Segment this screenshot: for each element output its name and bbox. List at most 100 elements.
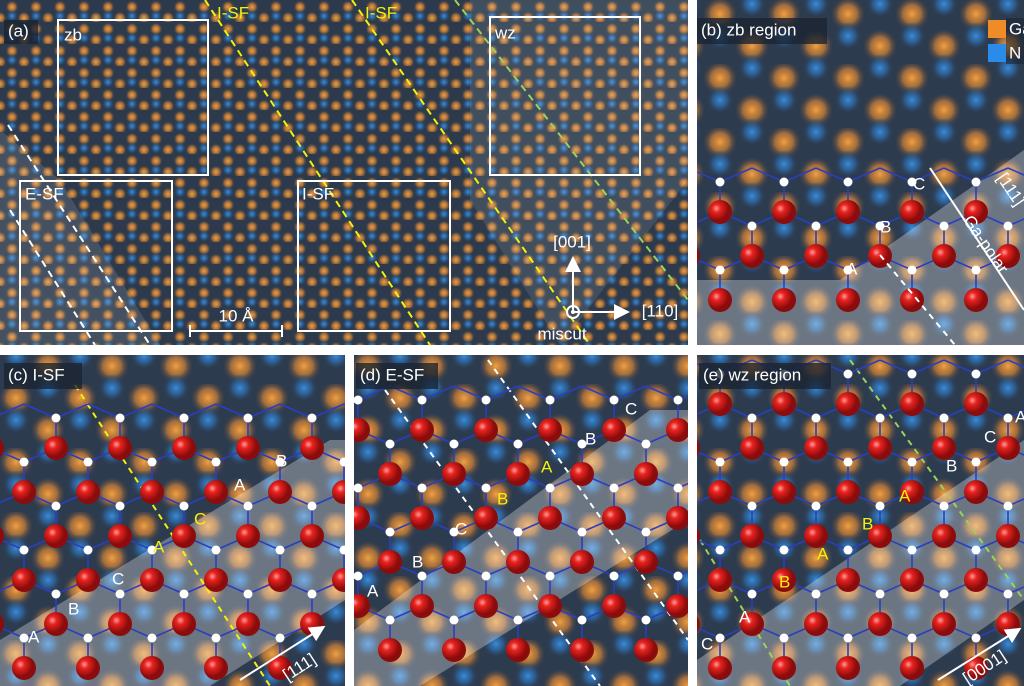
n-atom bbox=[908, 370, 917, 379]
n-atom bbox=[20, 458, 29, 467]
stacking-letter: A bbox=[846, 259, 858, 278]
n-atom bbox=[716, 546, 725, 555]
scale-label: 10 Å bbox=[219, 306, 255, 325]
ga-atom bbox=[836, 288, 860, 312]
n-atom bbox=[780, 546, 789, 555]
ga-atom bbox=[772, 392, 796, 416]
n-atom bbox=[780, 458, 789, 467]
ga-atom bbox=[740, 524, 764, 548]
line-label: I-SF bbox=[365, 3, 397, 22]
n-atom bbox=[908, 546, 917, 555]
stacking-letter: B bbox=[68, 599, 79, 618]
ga-atom bbox=[836, 392, 860, 416]
n-atom bbox=[844, 370, 853, 379]
ga-atom bbox=[900, 392, 924, 416]
axis-label: [110] bbox=[642, 301, 679, 320]
stacking-letter: A bbox=[28, 627, 40, 646]
ga-atom bbox=[140, 656, 164, 680]
n-atom bbox=[386, 440, 395, 449]
n-atom bbox=[642, 528, 651, 537]
ga-atom bbox=[474, 594, 498, 618]
ga-atom bbox=[506, 462, 530, 486]
n-atom bbox=[972, 178, 981, 187]
ga-atom bbox=[900, 656, 924, 680]
n-atom bbox=[212, 458, 221, 467]
ga-atom bbox=[900, 568, 924, 592]
n-atom bbox=[876, 502, 885, 511]
n-atom bbox=[674, 396, 683, 405]
ga-atom bbox=[708, 656, 732, 680]
ga-atom bbox=[12, 656, 36, 680]
box-label: wz bbox=[494, 23, 516, 42]
stacking-letter: A bbox=[234, 475, 246, 494]
n-atom bbox=[908, 266, 917, 275]
n-atom bbox=[780, 266, 789, 275]
panel-label: (a) bbox=[8, 21, 29, 40]
ga-atom bbox=[300, 612, 324, 636]
ga-atom bbox=[836, 656, 860, 680]
n-atom bbox=[212, 634, 221, 643]
stacking-letter: C bbox=[701, 634, 713, 653]
ga-atom bbox=[410, 418, 434, 442]
n-atom bbox=[674, 572, 683, 581]
n-atom bbox=[546, 484, 555, 493]
ga-atom bbox=[772, 288, 796, 312]
n-atom bbox=[244, 590, 253, 599]
n-atom bbox=[450, 616, 459, 625]
n-atom bbox=[84, 546, 93, 555]
n-atom bbox=[1004, 222, 1013, 231]
n-atom bbox=[748, 222, 757, 231]
n-atom bbox=[940, 414, 949, 423]
ga-atom bbox=[332, 480, 356, 504]
ga-atom bbox=[442, 462, 466, 486]
n-atom bbox=[844, 546, 853, 555]
n-atom bbox=[844, 634, 853, 643]
ga-atom bbox=[236, 436, 260, 460]
ga-atom bbox=[570, 638, 594, 662]
ga-atom bbox=[964, 480, 988, 504]
ga-atom bbox=[964, 568, 988, 592]
stacking-letter: B bbox=[412, 552, 423, 571]
ga-atom bbox=[708, 392, 732, 416]
ga-atom bbox=[666, 594, 690, 618]
n-atom bbox=[482, 484, 491, 493]
n-atom bbox=[116, 590, 125, 599]
ga-atom bbox=[204, 480, 228, 504]
n-atom bbox=[812, 414, 821, 423]
n-atom bbox=[482, 572, 491, 581]
stacking-letter: B bbox=[585, 429, 596, 448]
n-atom bbox=[748, 414, 757, 423]
n-atom bbox=[514, 528, 523, 537]
legend-swatch bbox=[988, 44, 1006, 62]
ga-atom bbox=[932, 612, 956, 636]
n-atom bbox=[674, 484, 683, 493]
stacking-letter: C bbox=[112, 569, 124, 588]
n-atom bbox=[546, 572, 555, 581]
ga-atom bbox=[538, 418, 562, 442]
n-atom bbox=[514, 440, 523, 449]
n-atom bbox=[386, 528, 395, 537]
n-atom bbox=[748, 502, 757, 511]
ga-atom bbox=[12, 480, 36, 504]
ga-atom bbox=[666, 506, 690, 530]
ga-atom bbox=[108, 524, 132, 548]
ga-atom bbox=[76, 568, 100, 592]
stacking-letter: B bbox=[862, 514, 873, 533]
n-atom bbox=[610, 396, 619, 405]
n-atom bbox=[748, 590, 757, 599]
ga-atom bbox=[442, 638, 466, 662]
ga-atom bbox=[740, 244, 764, 268]
legend-label: Ga bbox=[1009, 19, 1024, 38]
box-label: I-SF bbox=[302, 184, 334, 203]
ga-atom bbox=[900, 288, 924, 312]
ga-atom bbox=[804, 612, 828, 636]
ga-atom bbox=[900, 200, 924, 224]
stacking-letter: B bbox=[276, 451, 287, 470]
ga-atom bbox=[236, 612, 260, 636]
ga-atom bbox=[76, 656, 100, 680]
n-atom bbox=[308, 590, 317, 599]
ga-atom bbox=[300, 436, 324, 460]
ga-atom bbox=[346, 506, 370, 530]
stacking-letter: A bbox=[817, 544, 829, 563]
stacking-letter: A bbox=[367, 581, 379, 600]
